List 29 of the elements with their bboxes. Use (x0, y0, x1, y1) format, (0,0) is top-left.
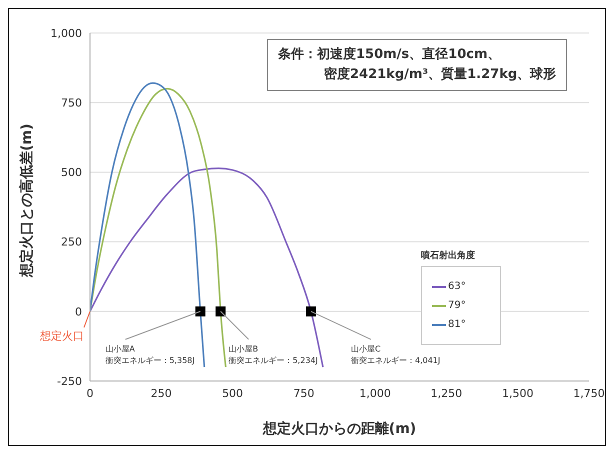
annotation: 山小屋B 衝突エネルギー：5,234J (228, 344, 318, 365)
y-tick-label: 500 (61, 166, 82, 180)
x-tick-label: 250 (150, 386, 172, 400)
legend-label: 79° (448, 300, 466, 311)
x-tick-label: 0 (86, 386, 94, 400)
annotation: 想定火口 (39, 329, 84, 342)
y-tick-label: -250 (57, 374, 82, 388)
legend-label: 63° (448, 281, 466, 292)
annotation: 山小屋A 衝突エネルギー：5,358J (105, 344, 195, 365)
y-tick-label: 1,000 (50, 26, 82, 40)
line-series (90, 88, 227, 368)
x-tick-label: 500 (222, 386, 244, 400)
y-tick-label: 750 (61, 96, 82, 110)
line-series (90, 168, 324, 368)
x-tick-label: 1,750 (573, 386, 605, 400)
annotation: 山小屋C 衝突エネルギー：4,041J (350, 344, 440, 365)
x-tick-label: 1,000 (359, 386, 391, 400)
x-axis-title: 想定火口からの距離(m) (262, 420, 416, 437)
legend-title: 噴石射出角度 (421, 249, 476, 262)
x-tick-label: 1,250 (430, 386, 462, 400)
y-tick-label: 250 (61, 236, 82, 249)
annotation: 条件：初速度150m/s、直径10cm、 (278, 46, 502, 64)
x-tick-label: 1,500 (502, 386, 534, 400)
legend-label: 81° (448, 319, 466, 330)
annotation: 密度2421kg/m³、質量1.27kg、球形 (323, 66, 556, 84)
y-axis-title: 想定火口との高低差(m) (18, 124, 35, 278)
y-tick-label: 0 (75, 305, 82, 318)
line-series (90, 82, 206, 368)
x-tick-label: 750 (293, 386, 314, 400)
